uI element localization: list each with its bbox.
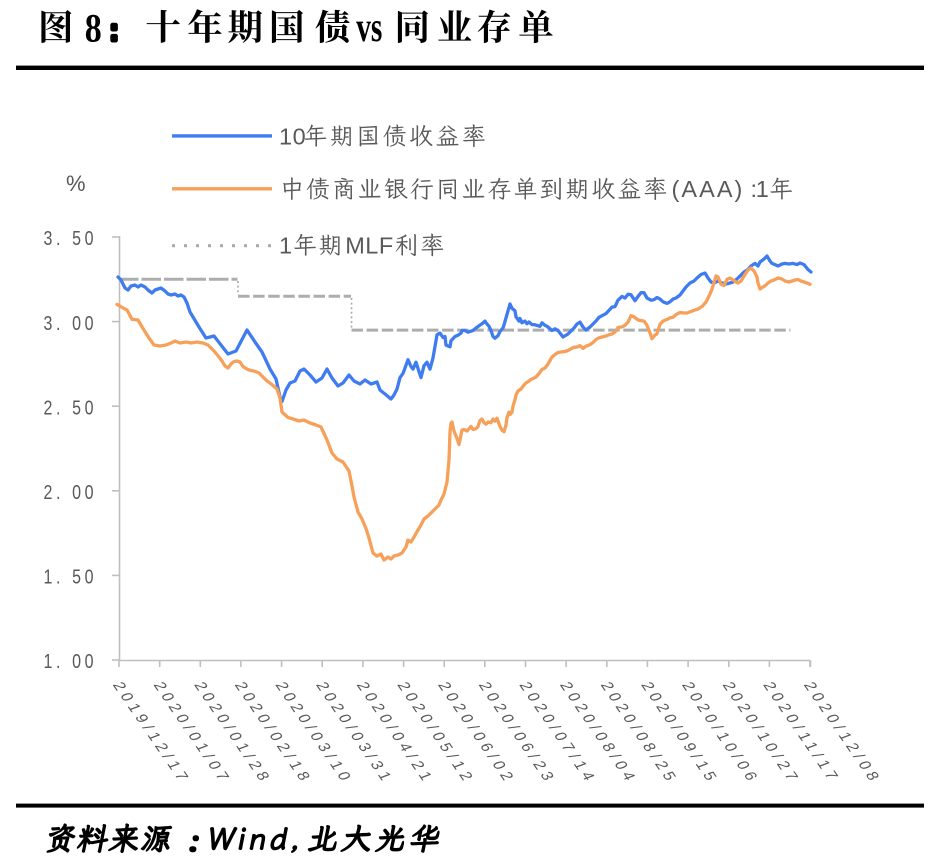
- svg-text:1: 1: [756, 176, 769, 202]
- svg-text:10: 10: [279, 123, 306, 149]
- svg-text:MLF: MLF: [345, 233, 394, 259]
- svg-text:vs: vs: [356, 4, 382, 50]
- svg-text:2. 50: 2. 50: [44, 397, 98, 419]
- svg-text:3. 00: 3. 00: [44, 312, 98, 334]
- svg-text:3. 50: 3. 50: [44, 228, 98, 250]
- svg-text:1. 00: 1. 00: [44, 651, 98, 673]
- svg-text:1. 50: 1. 50: [44, 566, 98, 588]
- svg-text::: :: [751, 176, 758, 202]
- svg-text:2. 00: 2. 00: [44, 481, 98, 503]
- svg-text:8: 8: [85, 7, 102, 51]
- svg-text:%: %: [66, 171, 86, 196]
- svg-text:1: 1: [279, 233, 292, 259]
- svg-text:(AAA): (AAA): [672, 176, 745, 202]
